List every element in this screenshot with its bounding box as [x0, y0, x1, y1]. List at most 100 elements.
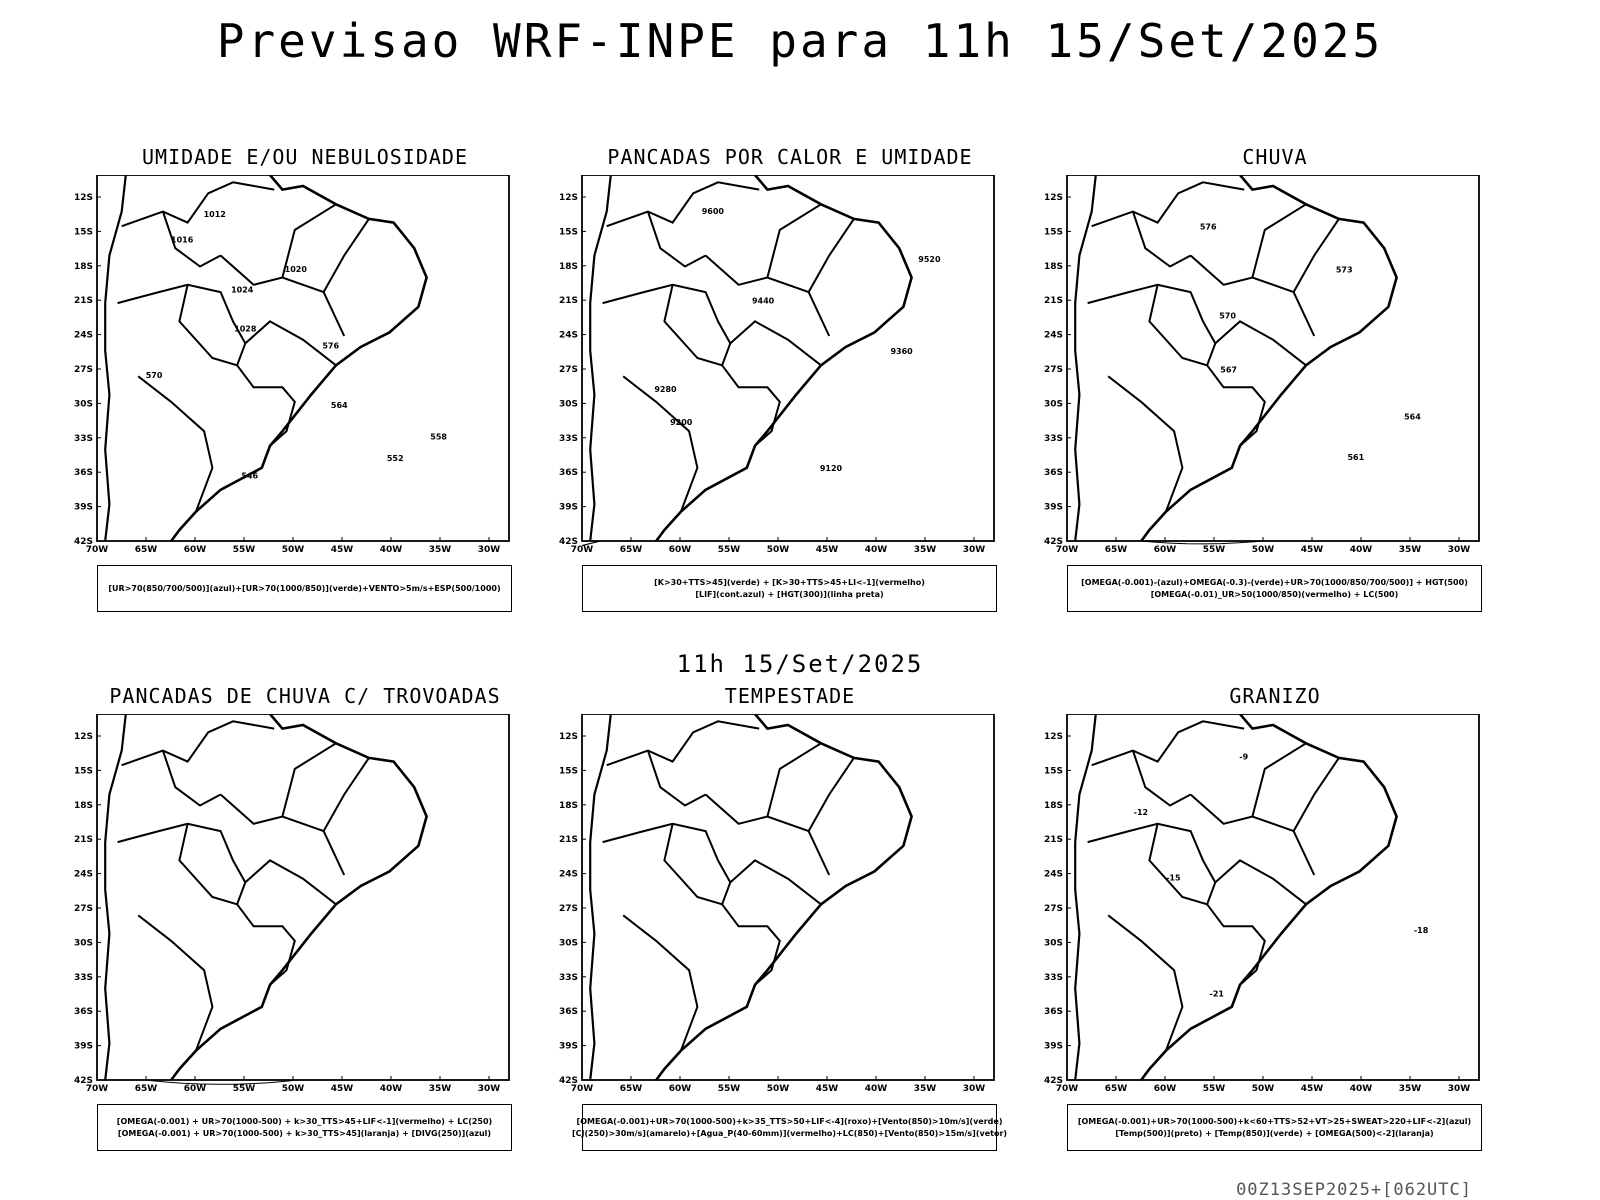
legend-line-1: [OMEGA(-0.001)-(azul)+OMEGA(-0.3)-(verde… — [1081, 577, 1468, 587]
contour-label: 567 — [1220, 365, 1237, 374]
contour-label: 546 — [241, 471, 258, 480]
contour-label: -12 — [1134, 808, 1148, 817]
contour-label: 564 — [1404, 413, 1421, 422]
plot-frame — [581, 714, 995, 1081]
lon-tick-label: 70W — [86, 545, 109, 555]
lat-tick-label: 39S — [1044, 1042, 1063, 1052]
lon-tick-label: 50W — [1252, 1084, 1275, 1094]
contour-label: -21 — [1210, 990, 1225, 999]
country-border — [1292, 218, 1340, 293]
lon-tick-label: 55W — [233, 1084, 256, 1094]
country-border — [121, 720, 275, 767]
label-layer: 9600 9520 9440 9360 9280 9200 9120 — [654, 207, 941, 473]
lat-tick-label: 42S — [559, 537, 578, 547]
lon-tick-label: 60W — [669, 1084, 692, 1094]
panel-tempestade: TEMPESTADE 12S 15S 18S 21S 24S 27S 30S 33S 36S 39… — [555, 684, 1025, 1174]
coastline — [655, 714, 913, 1081]
plot-background — [97, 714, 509, 1080]
lat-tick-label: 18S — [1044, 801, 1063, 811]
contour-label: 9120 — [820, 464, 843, 473]
legend-line-2: [Temp(500)](preto) + [Temp(850)](verde) … — [1115, 1128, 1434, 1138]
lon-tick-label: 50W — [767, 545, 790, 555]
lon-tick-label: 55W — [718, 545, 741, 555]
lat-tick-label: 33S — [74, 434, 93, 444]
lon-tick-label: 35W — [914, 545, 937, 555]
contour-label: 576 — [322, 342, 339, 351]
panel-chuva: CHUVA 576 573 570 567 564 561 12S 15S 18S 21S 24S 2… — [1040, 145, 1510, 635]
lon-tick-label: 40W — [1350, 545, 1373, 555]
country-border — [622, 914, 699, 1052]
lat-tick-label: 15S — [559, 227, 578, 237]
lat-tick-label: 33S — [74, 973, 93, 983]
plot-frame — [1066, 175, 1480, 542]
lat-tick-label: 15S — [74, 227, 93, 237]
lon-tick-label: 45W — [816, 1084, 839, 1094]
lon-tick-label: 50W — [282, 545, 305, 555]
lon-tick-label: 30W — [963, 545, 986, 555]
country-border — [117, 283, 247, 344]
lon-tick-label: 30W — [963, 1084, 986, 1094]
coastline — [655, 175, 913, 542]
lat-tick-label: 36S — [74, 1007, 93, 1017]
country-border — [1131, 750, 1192, 807]
label-layer: 1012 1016 1020 1024 1028 576 570 564 558 552 546 — [146, 210, 448, 480]
lon-tick-label: 55W — [233, 545, 256, 555]
contour-label: 1024 — [231, 286, 254, 295]
map-pancadas-calor: 9600 9520 9440 9360 9280 9200 9120 12S 15S 18S 21S… — [559, 175, 995, 555]
lon-tick-label: 40W — [380, 545, 403, 555]
andes-coastline — [104, 714, 127, 1081]
plot-frame — [96, 714, 510, 1081]
lon-tick-label: 70W — [571, 545, 594, 555]
lon-tick-label: 40W — [1350, 1084, 1373, 1094]
country-border — [602, 822, 732, 883]
country-border — [729, 320, 822, 367]
country-border — [281, 742, 337, 817]
map-layer — [589, 175, 913, 542]
country-border — [766, 203, 822, 278]
label-layer: -9 -12 -15 -18 -21 — [1134, 752, 1429, 998]
map-layer — [589, 714, 913, 1081]
lat-tick-label: 15S — [559, 766, 578, 776]
lat-tick-label: 39S — [74, 1042, 93, 1052]
contour-label: 1028 — [234, 325, 257, 334]
lon-tick-label: 70W — [1056, 1084, 1079, 1094]
contour-label: 570 — [146, 371, 163, 380]
lat-tick-label: 24S — [1044, 870, 1063, 880]
country-border — [117, 822, 247, 883]
lat-tick-label: 30S — [559, 938, 578, 948]
andes-coastline — [104, 175, 127, 542]
lat-tick-label: 18S — [1044, 262, 1063, 272]
contour-label: 9600 — [702, 207, 725, 216]
lat-tick-label: 42S — [1044, 1076, 1063, 1086]
country-border — [236, 364, 296, 447]
country-border — [1091, 720, 1245, 767]
run-timestamp: 00Z13SEP2025+[062UTC] — [1236, 1180, 1472, 1200]
lat-tick-label: 24S — [559, 870, 578, 880]
lat-tick-label: 33S — [559, 973, 578, 983]
legend-line-2: [OMEGA(-0.001) + UR>70(1000-500) + k>30_… — [117, 1128, 492, 1138]
lat-tick-label: 21S — [74, 835, 93, 845]
lon-tick-label: 35W — [1399, 545, 1422, 555]
lat-tick-label: 33S — [559, 434, 578, 444]
contour-label: 558 — [430, 432, 447, 441]
lon-tick-label: 70W — [571, 1084, 594, 1094]
country-border — [663, 284, 732, 367]
lat-tick-label: 42S — [559, 1076, 578, 1086]
lon-tick-label: 35W — [429, 1084, 452, 1094]
map-layer — [104, 175, 428, 542]
country-border — [1206, 903, 1266, 986]
country-border — [1107, 914, 1184, 1052]
contour-label: 9200 — [670, 418, 693, 427]
lon-tick-label: 45W — [1301, 1084, 1324, 1094]
panel-title: TEMPESTADE — [724, 684, 856, 708]
country-border — [1087, 822, 1217, 883]
lon-tick-label: 45W — [816, 545, 839, 555]
contour-label: 573 — [1336, 266, 1353, 275]
lon-tick-label: 30W — [1448, 545, 1471, 555]
contour-label: 552 — [387, 454, 404, 463]
lat-tick-label: 39S — [559, 1042, 578, 1052]
lon-tick-label: 30W — [1448, 1084, 1471, 1094]
lat-tick-label: 36S — [559, 1007, 578, 1017]
lat-tick-label: 39S — [1044, 503, 1063, 513]
country-border — [1131, 211, 1192, 268]
